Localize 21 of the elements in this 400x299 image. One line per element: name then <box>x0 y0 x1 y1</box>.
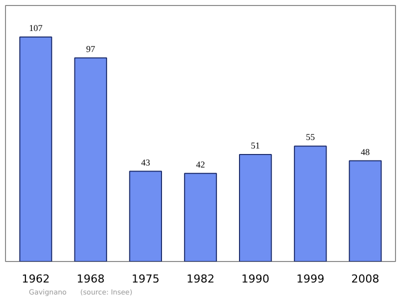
bar <box>19 36 52 262</box>
x-tick-label: 1962 <box>22 272 50 286</box>
bar <box>184 172 217 262</box>
data-label: 107 <box>28 22 43 33</box>
x-tick-label: 1982 <box>186 272 215 286</box>
data-label: 55 <box>306 132 316 142</box>
x-tick-label: 1968 <box>76 272 105 286</box>
data-label: 43 <box>141 157 151 168</box>
bar <box>348 160 382 262</box>
x-tick-label: 2008 <box>351 272 380 286</box>
bar <box>74 57 108 262</box>
x-tick-label: 1999 <box>296 272 324 286</box>
bar <box>294 146 327 262</box>
x-tick-label: 1990 <box>241 272 270 286</box>
data-label: 51 <box>250 140 260 150</box>
bar <box>239 154 272 262</box>
bar <box>129 170 162 262</box>
data-label: 48 <box>360 146 370 157</box>
data-label: 97 <box>86 44 96 54</box>
data-label: 42 <box>196 159 205 170</box>
x-tick-label: 1975 <box>132 272 160 286</box>
